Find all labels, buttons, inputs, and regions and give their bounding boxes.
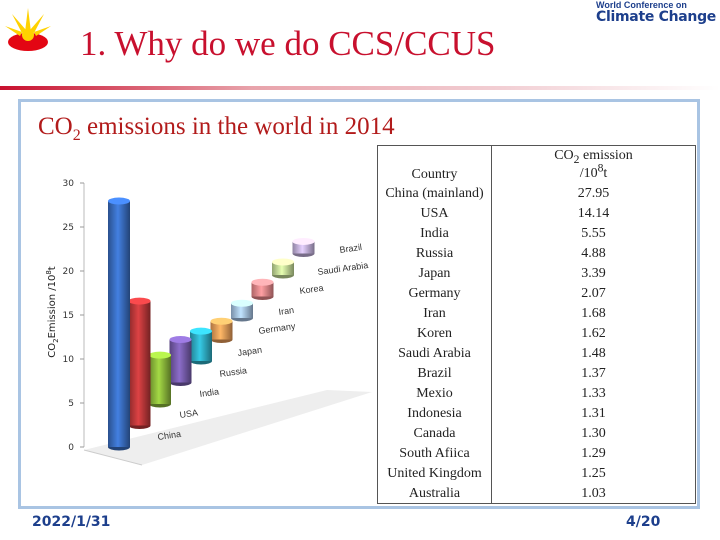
y-tick-label: 15 xyxy=(63,311,74,321)
y-axis: 0 5 10 15 20 25 30 xyxy=(63,179,85,453)
y-tick-label: 30 xyxy=(63,179,75,189)
bar-russia xyxy=(169,336,192,386)
bar-chart: 0 5 10 15 20 25 30 Brazil Saudi Arabia Korea Iran… xyxy=(45,179,372,466)
floor-plane xyxy=(84,390,372,465)
bar-saudi-arabia xyxy=(272,258,294,279)
x-tick-label: USA xyxy=(179,408,199,420)
conference-logo-text: Climate Change xyxy=(596,9,716,25)
footer-date: 2022/1/31 xyxy=(32,514,111,530)
table-row: Indonesia 1.31 xyxy=(377,403,696,424)
y-tick-label: 5 xyxy=(68,399,74,409)
emission-cell: 2.07 xyxy=(491,283,696,304)
bar-iran xyxy=(231,299,253,322)
country-cell: Australia xyxy=(377,483,492,504)
country-cell: Japan xyxy=(377,263,492,284)
x-tick-label: Korea xyxy=(299,283,324,296)
chart-floor xyxy=(83,390,372,466)
country-cell: India xyxy=(377,223,492,244)
table-row: Germany 2.07 xyxy=(377,283,696,304)
table-row: Russia 4.88 xyxy=(377,243,696,264)
table-row: Canada 1.30 xyxy=(377,423,696,444)
table-row: Iran 1.68 xyxy=(377,303,696,324)
table-header-row: Country CO2 emission/108t xyxy=(377,145,696,184)
emission-cell: 1.31 xyxy=(491,403,696,424)
bar-india xyxy=(149,351,171,408)
emission-cell: 1.48 xyxy=(491,343,696,364)
x-tick-label: Iran xyxy=(278,305,295,317)
country-cell: Saudi Arabia xyxy=(377,343,492,364)
country-cell: Iran xyxy=(377,303,492,324)
x-tick-label: Germany xyxy=(258,321,297,336)
emission-cell: 1.25 xyxy=(491,463,696,484)
emission-cell: 1.03 xyxy=(491,483,696,504)
country-cell: South Afiica xyxy=(377,443,492,464)
page-number: 4/20 xyxy=(626,514,661,530)
country-cell: Germany xyxy=(377,283,492,304)
table-row: Mexio 1.33 xyxy=(377,383,696,404)
country-cell: Indonesia xyxy=(377,403,492,424)
emission-cell: 1.30 xyxy=(491,423,696,444)
table-row: Australia 1.03 xyxy=(377,483,696,504)
x-tick-label: Russia xyxy=(219,365,248,379)
y-tick-label: 25 xyxy=(63,223,74,233)
header-emission: CO2 emission/108t xyxy=(491,145,696,184)
bar-germany xyxy=(210,317,233,343)
conference-caption: World Conference on xyxy=(596,0,687,10)
country-cell: Brazil xyxy=(377,363,492,384)
slide-title: 1. Why do we do CCS/CCUS xyxy=(80,24,496,63)
table-row: Koren 1.62 xyxy=(377,323,696,344)
x-tick-label: Japan xyxy=(237,345,263,358)
emission-cell: 14.14 xyxy=(491,203,696,224)
bar-usa xyxy=(128,297,151,429)
y-tick-label: 20 xyxy=(63,267,75,277)
table-row: China (mainland) 27.95 xyxy=(377,183,696,204)
emission-cell: 1.33 xyxy=(491,383,696,404)
country-cell: Canada xyxy=(377,423,492,444)
country-cell: Russia xyxy=(377,243,492,264)
x-tick-label: India xyxy=(199,386,220,399)
y-axis-label: CO2Emission /108t xyxy=(45,266,60,358)
country-cell: USA xyxy=(377,203,492,224)
emission-cell: 3.39 xyxy=(491,263,696,284)
emission-cell: 1.37 xyxy=(491,363,696,384)
table-row: Saudi Arabia 1.48 xyxy=(377,343,696,364)
emissions-table: Country CO2 emission/108t China (mainlan… xyxy=(377,145,696,504)
emission-cell: 4.88 xyxy=(491,243,696,264)
country-cell: Mexio xyxy=(377,383,492,404)
company-logo xyxy=(5,8,51,51)
y-tick-label: 10 xyxy=(63,355,75,365)
floor-edge xyxy=(83,449,143,466)
x-tick-label: Brazil xyxy=(339,242,363,255)
bar-series xyxy=(108,197,315,451)
chart-heading: CO2 emissions in the world in 2014 xyxy=(38,113,395,144)
x-tick-label: China xyxy=(157,429,182,442)
table-row: Brazil 1.37 xyxy=(377,363,696,384)
bar-japan xyxy=(190,327,212,365)
table-row: United Kingdom 1.25 xyxy=(377,463,696,484)
emission-cell: 5.55 xyxy=(491,223,696,244)
y-tick-label: 0 xyxy=(68,443,74,453)
header-divider xyxy=(0,86,720,90)
emission-cell: 27.95 xyxy=(491,183,696,204)
table-row: India 5.55 xyxy=(377,223,696,244)
emission-cell: 1.29 xyxy=(491,443,696,464)
emission-cell: 1.68 xyxy=(491,303,696,324)
x-tick-label: Saudi Arabia xyxy=(317,260,369,277)
country-cell: United Kingdom xyxy=(377,463,492,484)
table-row: Japan 3.39 xyxy=(377,263,696,284)
bar-china xyxy=(108,197,130,451)
table-row: South Afiica 1.29 xyxy=(377,443,696,464)
header-country: Country xyxy=(377,145,492,184)
country-cell: Koren xyxy=(377,323,492,344)
country-cell: China (mainland) xyxy=(377,183,492,204)
emission-cell: 1.62 xyxy=(491,323,696,344)
bar-korea xyxy=(251,278,274,300)
bar-brazil xyxy=(292,237,315,257)
table-row: USA 14.14 xyxy=(377,203,696,224)
